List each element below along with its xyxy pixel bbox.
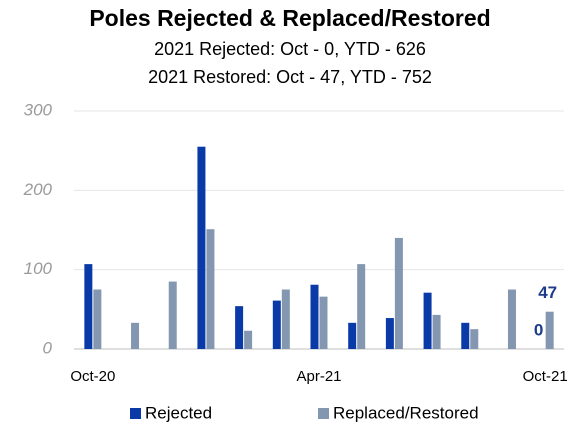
bar — [507, 289, 516, 349]
bar — [348, 322, 357, 349]
bar — [281, 289, 290, 349]
bar — [394, 237, 403, 349]
y-tick-label: 0 — [43, 338, 53, 357]
bar — [93, 289, 102, 349]
bar — [197, 146, 206, 349]
chart-subtitle: 2021 Restored: Oct - 47, YTD - 752 — [148, 67, 432, 87]
bar — [319, 296, 328, 349]
bar — [272, 300, 281, 349]
bar — [545, 311, 554, 349]
bar — [168, 281, 177, 349]
bar — [235, 306, 244, 349]
x-tick-label: Apr-21 — [296, 368, 341, 385]
bar — [206, 229, 215, 349]
bar — [461, 322, 470, 349]
bar — [432, 314, 441, 349]
bar — [84, 264, 93, 349]
bar — [244, 330, 253, 349]
x-tick-label: Oct-21 — [523, 368, 568, 385]
legend-swatch — [130, 408, 141, 419]
chart-title: Poles Rejected & Replaced/Restored — [89, 5, 490, 31]
bar — [131, 322, 140, 349]
y-tick-label: 100 — [24, 259, 53, 278]
chart-subtitle: 2021 Rejected: Oct - 0, YTD - 626 — [154, 39, 426, 59]
legend-label: Rejected — [145, 403, 212, 422]
y-tick-label: 200 — [23, 180, 53, 199]
bar — [385, 318, 394, 349]
bar — [470, 329, 479, 349]
legend-swatch — [318, 408, 329, 419]
bar — [357, 264, 366, 349]
bar — [310, 284, 319, 349]
bar — [423, 292, 432, 349]
data-label: 47 — [538, 283, 557, 302]
x-tick-label: Oct-20 — [70, 368, 115, 385]
y-tick-label: 300 — [24, 100, 53, 119]
legend-label: Replaced/Restored — [333, 403, 479, 422]
data-label: 0 — [534, 320, 543, 339]
